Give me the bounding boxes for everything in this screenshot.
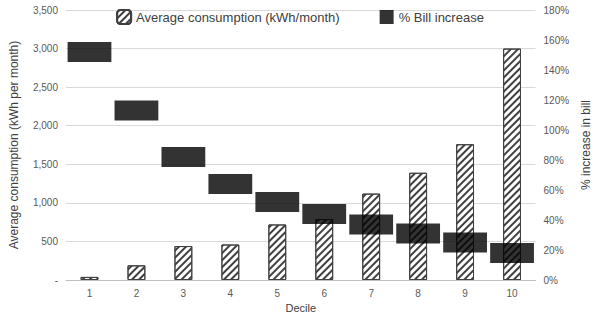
svg-text:-: - xyxy=(55,275,58,286)
svg-text:1,500: 1,500 xyxy=(33,159,58,170)
svg-text:Average consumption (kWh/month: Average consumption (kWh/month) xyxy=(136,10,340,25)
svg-text:2: 2 xyxy=(134,288,140,299)
svg-text:20%: 20% xyxy=(544,245,564,256)
svg-text:10: 10 xyxy=(506,288,518,299)
svg-text:6: 6 xyxy=(321,288,327,299)
svg-text:9: 9 xyxy=(462,288,468,299)
svg-text:3,500: 3,500 xyxy=(33,5,58,16)
svg-text:7: 7 xyxy=(368,288,374,299)
svg-text:500: 500 xyxy=(41,236,58,247)
svg-text:Decile: Decile xyxy=(285,302,316,314)
svg-text:Average consumption (kWh per m: Average consumption (kWh per month) xyxy=(7,41,21,250)
svg-text:% increase in bill: % increase in bill xyxy=(579,100,593,190)
svg-text:1,000: 1,000 xyxy=(33,197,58,208)
svg-text:140%: 140% xyxy=(544,65,570,76)
svg-text:3: 3 xyxy=(181,288,187,299)
svg-text:40%: 40% xyxy=(544,215,564,226)
svg-text:8: 8 xyxy=(415,288,421,299)
svg-text:0%: 0% xyxy=(544,275,559,286)
svg-text:100%: 100% xyxy=(544,125,570,136)
svg-text:160%: 160% xyxy=(544,35,570,46)
svg-text:3,000: 3,000 xyxy=(33,43,58,54)
svg-text:180%: 180% xyxy=(544,5,570,16)
svg-text:1: 1 xyxy=(87,288,93,299)
svg-text:% Bill increase: % Bill increase xyxy=(399,10,484,25)
svg-text:5: 5 xyxy=(275,288,281,299)
svg-text:2,000: 2,000 xyxy=(33,120,58,131)
svg-text:120%: 120% xyxy=(544,95,570,106)
svg-text:80%: 80% xyxy=(544,155,564,166)
svg-text:4: 4 xyxy=(228,288,234,299)
svg-text:2,500: 2,500 xyxy=(33,82,58,93)
svg-text:60%: 60% xyxy=(544,185,564,196)
